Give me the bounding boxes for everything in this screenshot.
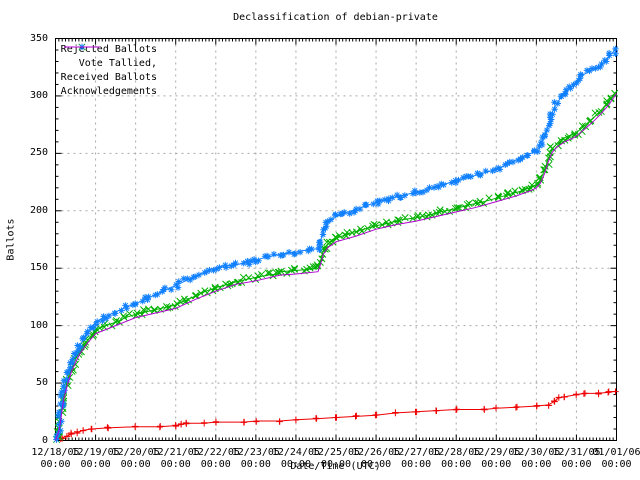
x-tick-time-6: 00:00 <box>280 459 311 470</box>
axis-ticks <box>55 38 617 441</box>
x-tick-date-10: 12/28/05 <box>432 447 481 458</box>
x-tick-time-13: 00:00 <box>561 459 592 470</box>
x-tick-date-0: 12/18/05 <box>31 447 80 458</box>
y-tick-label-0: 0 <box>41 434 48 446</box>
x-tick-time-3: 00:00 <box>160 459 191 470</box>
x-tick-date-11: 12/29/05 <box>472 447 521 458</box>
y-tick-label-200: 200 <box>29 204 48 216</box>
x-tick-time-11: 00:00 <box>481 459 512 470</box>
y-tick-label-350: 350 <box>29 32 48 44</box>
x-tick-date-3: 12/21/05 <box>151 447 200 458</box>
x-tick-time-0: 00:00 <box>40 459 71 470</box>
y-tick-label-100: 100 <box>29 319 48 331</box>
legend-label: Acknowledgements <box>60 85 157 97</box>
x-tick-date-1: 12/19/05 <box>71 447 120 458</box>
grid-lines <box>55 38 617 441</box>
series-acknowledgements <box>55 93 617 441</box>
x-tick-date-2: 12/20/05 <box>111 447 160 458</box>
legend-label: Received Ballots <box>60 71 157 83</box>
x-tick-date-4: 12/22/05 <box>191 447 240 458</box>
x-tick-time-9: 00:00 <box>401 459 432 470</box>
x-tick-time-1: 00:00 <box>80 459 111 470</box>
chart-title: Declassification of debian-private <box>233 12 438 23</box>
x-tick-time-14: 00:00 <box>601 459 632 470</box>
legend-sample-line <box>64 46 100 48</box>
star-markers <box>53 45 619 443</box>
x-tick-time-12: 00:00 <box>521 459 552 470</box>
y-tick-label-300: 300 <box>29 89 48 101</box>
y-tick-label-50: 50 <box>35 377 48 389</box>
x-tick-date-9: 12/27/05 <box>392 447 441 458</box>
series-vote-tallied <box>52 89 619 444</box>
x-tick-time-10: 00:00 <box>441 459 472 470</box>
x-tick-date-13: 12/31/05 <box>552 447 601 458</box>
legend-row-1: Vote Tallied, <box>57 43 157 70</box>
x-tick-date-5: 12/23/05 <box>231 447 280 458</box>
legend-label: Rejected Ballots <box>60 43 157 55</box>
series-received-ballots <box>53 45 619 443</box>
x-tick-date-14: 01/01/06 <box>592 447 640 458</box>
x-tick-time-7: 00:00 <box>320 459 352 470</box>
legend-row-2: Received Ballots <box>57 43 157 84</box>
x-tick-date-6: 12/24/05 <box>271 447 321 458</box>
legend: Rejected Ballots Vote Tallied, Received Ba… <box>57 42 157 98</box>
cross-markers <box>52 89 619 444</box>
x-tick-time-5: 00:00 <box>240 459 271 470</box>
x-tick-date-7: 12/25/05 <box>311 447 361 458</box>
x-tick-date-12: 12/30/05 <box>512 447 561 458</box>
x-tick-time-4: 00:00 <box>200 459 231 470</box>
legend-label: Vote Tallied, <box>78 57 157 69</box>
x-tick-time-8: 00:00 <box>361 459 392 470</box>
legend-row-3: Acknowledgements <box>57 46 157 98</box>
x-axis-label: Date/Time (UTC) <box>290 461 381 472</box>
y-tick-label-250: 250 <box>29 147 48 159</box>
y-tick-label-150: 150 <box>29 262 48 274</box>
x-tick-time-2: 00:00 <box>120 459 151 470</box>
x-tick-date-8: 12/26/05 <box>351 447 401 458</box>
